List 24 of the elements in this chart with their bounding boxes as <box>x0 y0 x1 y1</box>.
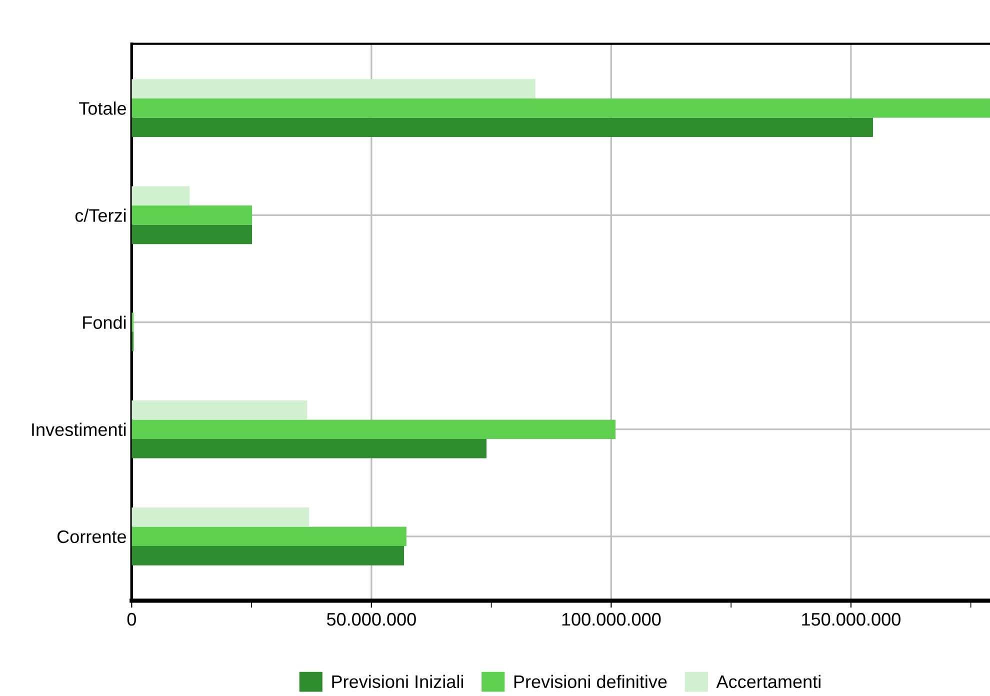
y-tick-label: Totale <box>79 102 126 115</box>
bar <box>132 507 310 527</box>
x-tick-label: 100.000.000 <box>562 612 661 626</box>
bar <box>132 438 487 458</box>
bar <box>132 546 404 566</box>
y-tick-label: c/Terzi <box>75 208 126 222</box>
bar <box>132 420 616 439</box>
bar <box>132 186 190 206</box>
bar <box>132 118 873 138</box>
bar <box>132 98 990 118</box>
legend-label: Previsioni definitive <box>514 674 667 688</box>
bar <box>132 526 406 546</box>
bar <box>132 224 252 244</box>
x-tick-label: 150.000.000 <box>802 612 900 626</box>
bar <box>132 79 536 98</box>
y-tick-label: Investimenti <box>32 422 126 436</box>
y-tick-label: Corrente <box>57 530 126 544</box>
x-tick-label: 0 <box>127 612 136 626</box>
bar <box>132 400 308 420</box>
y-tick-label: Fondi <box>83 316 126 329</box>
bar <box>132 206 252 225</box>
legend-label: Accertamenti <box>716 674 820 688</box>
legend-label: Previsioni Iniziali <box>332 674 463 688</box>
x-tick-label: 50.000.000 <box>326 612 416 626</box>
